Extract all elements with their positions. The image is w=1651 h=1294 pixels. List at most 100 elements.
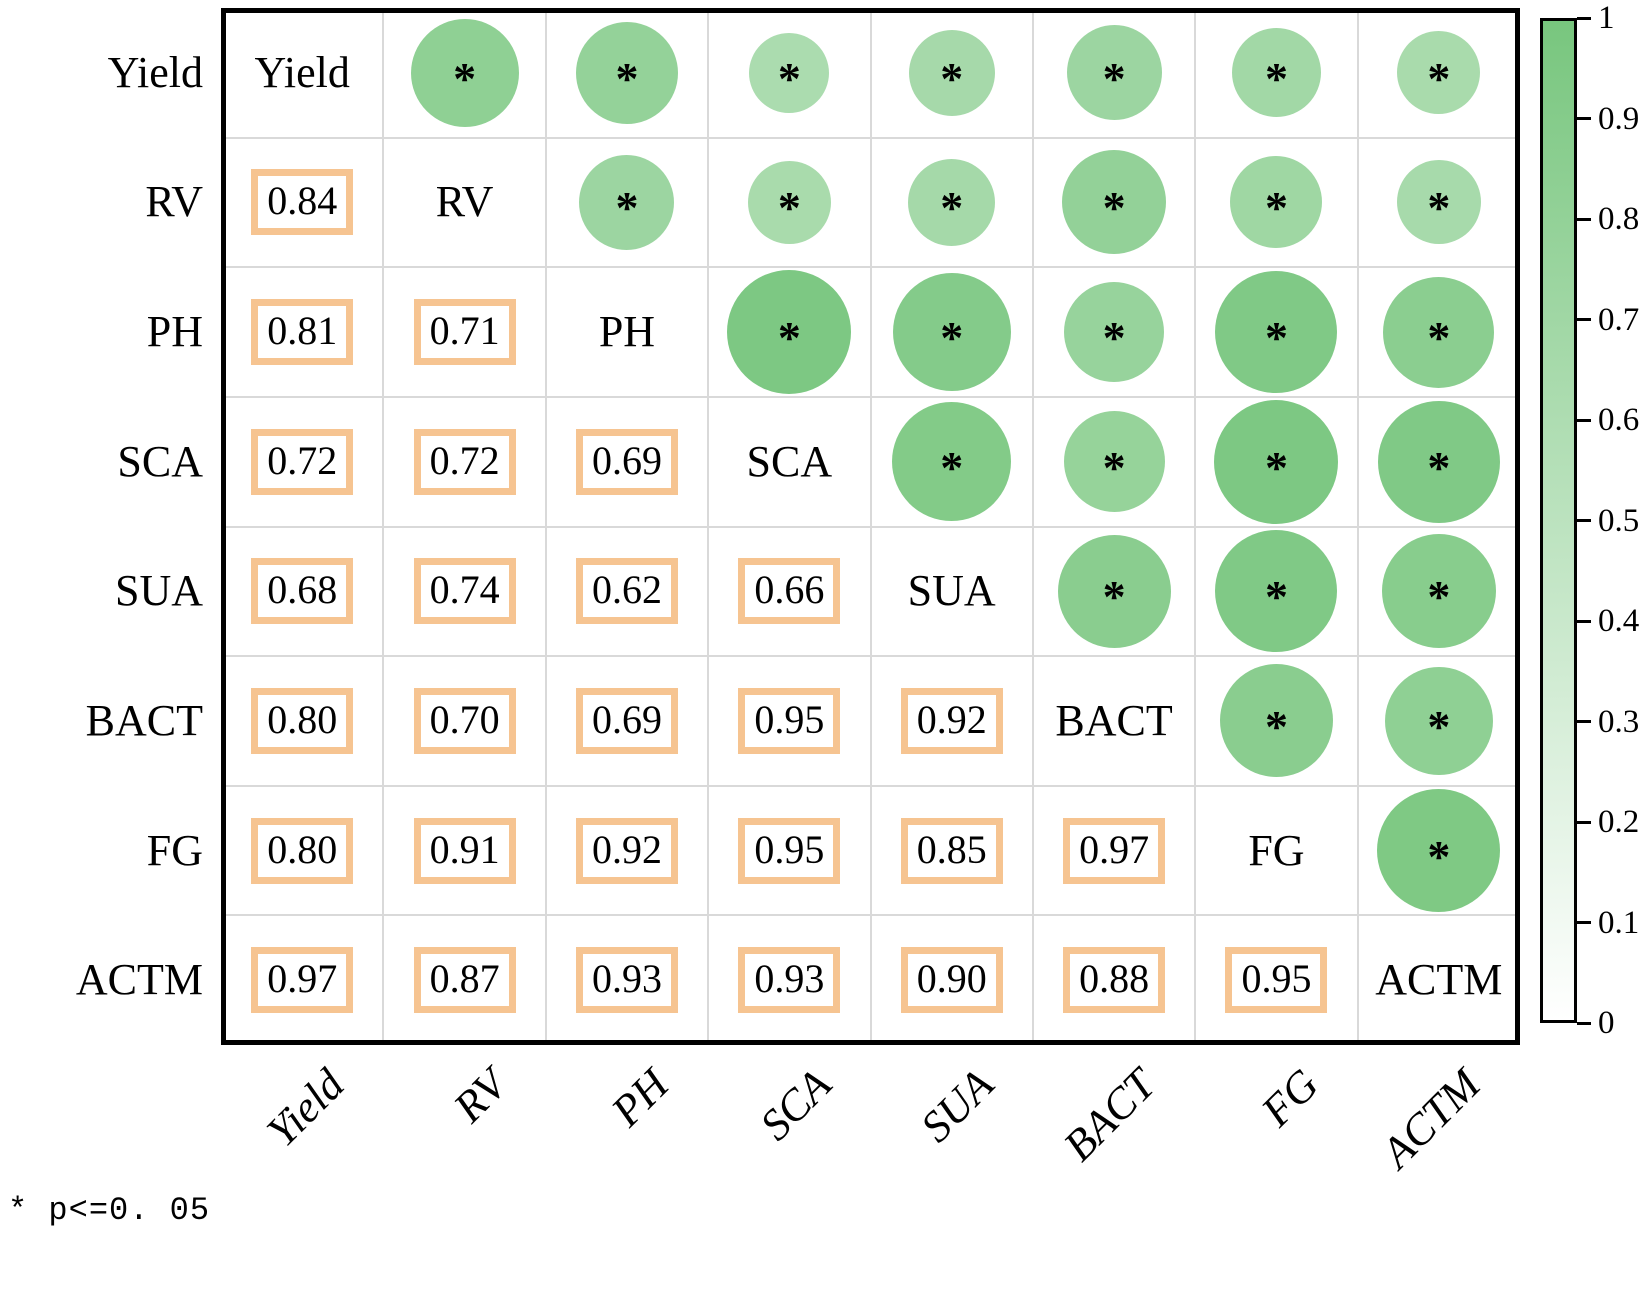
correlation-value-box: 0.85 — [900, 817, 1003, 884]
significance-asterisk: * — [1102, 182, 1126, 234]
upper-circle-cell: * — [871, 138, 1033, 268]
correlation-value-box: 0.91 — [413, 817, 516, 884]
significance-asterisk: * — [1427, 52, 1451, 104]
correlation-circle: * — [1062, 150, 1167, 255]
significance-asterisk: * — [777, 182, 801, 234]
lower-value-cell: 0.72 — [221, 397, 383, 527]
correlation-circle: * — [410, 18, 519, 127]
significance-asterisk: * — [615, 52, 639, 104]
significance-asterisk: * — [940, 312, 964, 364]
colorbar-tick-label: 0.7 — [1598, 301, 1640, 338]
x-axis-label-text: PH — [602, 1059, 679, 1136]
correlation-value-box: 0.84 — [251, 169, 354, 236]
significance-asterisk: * — [940, 52, 964, 104]
significance-asterisk: * — [1427, 441, 1451, 493]
colorbar-tick — [1577, 1021, 1591, 1025]
upper-circle-cell: * — [1033, 138, 1195, 268]
correlation-circle: * — [1230, 156, 1323, 249]
upper-circle-cell: * — [1358, 8, 1520, 138]
colorbar-tick — [1577, 720, 1591, 723]
correlation-circle: * — [727, 270, 852, 395]
x-axis-label-text: Yield — [257, 1059, 354, 1157]
upper-circle-cell: * — [546, 8, 708, 138]
significance-asterisk: * — [1427, 830, 1451, 882]
significance-asterisk: * — [1427, 571, 1451, 623]
correlation-value-box: 0.97 — [1063, 817, 1166, 884]
lower-value-cell: 0.81 — [221, 267, 383, 397]
correlation-circle: * — [1214, 399, 1339, 524]
correlation-circle: * — [892, 402, 1012, 522]
significance-asterisk: * — [940, 441, 964, 493]
correlation-circle: * — [1383, 276, 1495, 388]
lower-value-cell: 0.90 — [871, 915, 1033, 1045]
colorbar-tick — [1577, 820, 1591, 824]
correlation-circle: * — [892, 273, 1011, 392]
correlation-circle: * — [1219, 664, 1333, 778]
diagonal-cell: SUA — [871, 527, 1033, 657]
colorbar-tick-label: 0.1 — [1598, 904, 1640, 941]
correlation-value-box: 0.70 — [413, 687, 516, 754]
correlation-value-box: 0.93 — [738, 947, 841, 1014]
lower-value-cell: 0.88 — [1033, 915, 1195, 1045]
upper-circle-cell: * — [871, 8, 1033, 138]
significance-asterisk: * — [1264, 182, 1288, 234]
diagonal-variable-label: Yield — [254, 47, 350, 97]
significance-asterisk: * — [453, 52, 477, 104]
row-label-actm: ACTM — [75, 955, 203, 1005]
upper-circle-cell: * — [1033, 397, 1195, 527]
diagonal-cell: Yield — [221, 8, 383, 138]
significance-asterisk: * — [777, 312, 801, 364]
x-axis-label-text: SUA — [911, 1059, 1004, 1152]
lower-value-cell: 0.70 — [383, 656, 545, 786]
row-label-yield: Yield — [107, 47, 203, 97]
x-axis-label-text: BACT — [1054, 1059, 1166, 1171]
lower-value-cell: 0.74 — [383, 527, 545, 657]
lower-value-cell: 0.84 — [221, 138, 383, 268]
correlation-circle: * — [1215, 271, 1338, 394]
correlation-value-box: 0.95 — [738, 687, 841, 754]
colorbar-tick — [1577, 117, 1591, 120]
lower-value-cell: 0.92 — [546, 786, 708, 916]
diagonal-variable-label: BACT — [1055, 695, 1173, 745]
lower-value-cell: 0.66 — [708, 527, 870, 657]
lower-value-cell: 0.97 — [1033, 786, 1195, 916]
correlation-circle: * — [1066, 25, 1162, 121]
x-axis-label-text: RV — [443, 1059, 516, 1132]
colorbar-tick — [1577, 217, 1591, 221]
x-axis-label-text: SCA — [750, 1059, 841, 1150]
upper-circle-cell: * — [1358, 267, 1520, 397]
correlation-circle: * — [1063, 411, 1165, 513]
correlation-value-box: 0.95 — [738, 817, 841, 884]
upper-circle-cell: * — [1358, 397, 1520, 527]
colorbar-tick-label: 0.5 — [1598, 502, 1640, 539]
upper-circle-cell: * — [1358, 527, 1520, 657]
colorbar-tick-label: 0.3 — [1598, 703, 1640, 740]
upper-circle-cell: * — [546, 138, 708, 268]
lower-value-cell: 0.91 — [383, 786, 545, 916]
lower-value-cell: 0.97 — [221, 915, 383, 1045]
significance-asterisk: * — [1264, 52, 1288, 104]
significance-footnote: * p<=0. 05 — [8, 1192, 211, 1229]
upper-circle-cell: * — [1195, 656, 1357, 786]
correlation-value-box: 0.71 — [413, 299, 516, 366]
correlation-value-box: 0.69 — [575, 428, 678, 495]
correlation-circle: * — [1384, 666, 1493, 775]
lower-value-cell: 0.80 — [221, 786, 383, 916]
lower-value-cell: 0.72 — [383, 397, 545, 527]
correlation-value-box: 0.95 — [1225, 947, 1328, 1014]
lower-value-cell: 0.69 — [546, 397, 708, 527]
significance-asterisk: * — [1427, 312, 1451, 364]
correlation-circle: * — [1377, 789, 1501, 913]
significance-asterisk: * — [1427, 182, 1451, 234]
correlation-value-box: 0.80 — [251, 687, 354, 754]
lower-value-cell: 0.71 — [383, 267, 545, 397]
row-label-fg: FG — [146, 825, 203, 875]
diagonal-variable-label: SUA — [907, 566, 996, 616]
correlation-value-box: 0.72 — [251, 428, 354, 495]
upper-circle-cell: * — [871, 267, 1033, 397]
lower-value-cell: 0.95 — [708, 786, 870, 916]
correlation-value-box: 0.92 — [900, 687, 1003, 754]
upper-circle-cell: * — [1195, 527, 1357, 657]
significance-asterisk: * — [615, 182, 639, 234]
